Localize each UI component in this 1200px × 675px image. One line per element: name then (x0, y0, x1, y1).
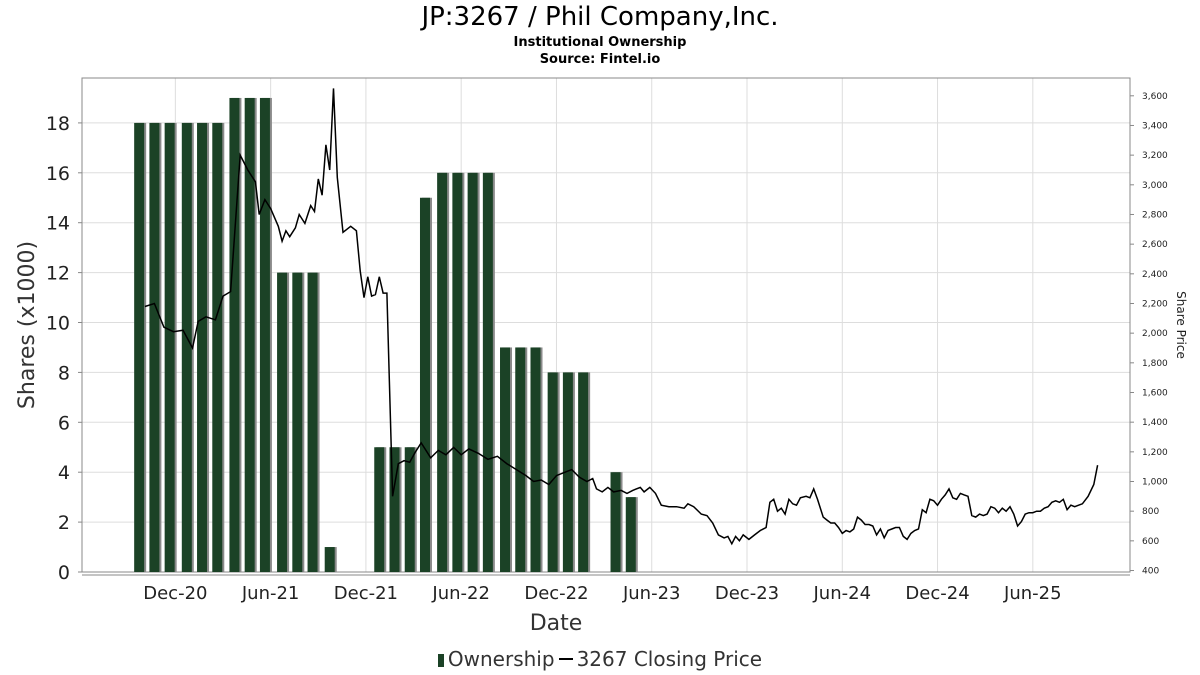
y2-tick-label: 3,200 (1142, 151, 1168, 161)
y2-tick-label: 800 (1142, 507, 1159, 517)
ownership-bar (530, 347, 541, 572)
y2-tick-label: 3,400 (1142, 121, 1168, 131)
ownership-bar (625, 497, 636, 572)
ownership-bar (197, 122, 208, 572)
x-axis-label: Date (530, 611, 583, 636)
y2-tick-label: 2,600 (1142, 240, 1168, 250)
legend-price-swatch (558, 658, 573, 660)
legend-ownership-swatch (437, 654, 444, 667)
ownership-bar (181, 122, 192, 572)
ownership-bar (374, 447, 385, 572)
x-tick-label: Jun-24 (813, 583, 872, 604)
ownership-bar (419, 197, 430, 572)
ownership-bar (437, 172, 448, 572)
ownership-bar (134, 122, 145, 572)
ownership-bar (562, 372, 573, 572)
price-line (144, 88, 1099, 546)
ownership-bar (389, 447, 400, 572)
y-tick-label: 2 (58, 512, 70, 534)
ownership-bar (277, 272, 288, 572)
ownership-bar (515, 347, 526, 572)
y2-tick-label: 2,800 (1142, 210, 1168, 220)
y-axis-label: Shares (x1000) (15, 241, 40, 409)
ownership-bar (149, 122, 160, 572)
x-tick-label: Dec-22 (524, 583, 588, 604)
y2-tick-label: 2,000 (1142, 329, 1168, 339)
x-tick-label: Dec-21 (334, 583, 398, 604)
ownership-bar (324, 547, 335, 572)
legend-price-label: 3267 Closing Price (576, 647, 763, 671)
ownership-chart: 0 2 4 6 8 10 12 14 16 18 400 600 800 1,000 1,200 1,400 1… (15, 77, 1188, 636)
ownership-bar (164, 122, 175, 572)
x-tick-label: Dec-20 (143, 583, 207, 604)
ownership-bar (259, 97, 270, 572)
chart-source: Source: Fintel.io (539, 52, 661, 67)
y-tick-label: 8 (58, 362, 70, 384)
legend-ownership-label: Ownership (447, 647, 555, 671)
chart-title: JP:3267 / Phil Company,Inc. (421, 2, 779, 32)
ownership-bar (404, 447, 415, 572)
x-tick-label: Jun-25 (1003, 583, 1062, 604)
ownership-bar (547, 372, 558, 572)
chart-subtitle: Institutional Ownership (513, 35, 687, 50)
y2-tick-label: 3,000 (1142, 181, 1168, 191)
y-tick-label: 12 (46, 263, 70, 285)
y-tick-label: 18 (46, 113, 70, 135)
x-tick-label: Dec-23 (715, 583, 779, 604)
y-tick-label: 4 (58, 462, 70, 484)
y2-tick-label: 1,800 (1142, 359, 1168, 369)
ownership-bar (610, 472, 621, 572)
ownership-bar (244, 97, 255, 572)
chart-legend: Ownership 3267 Closing Price (0, 647, 1200, 671)
ownership-bar (452, 172, 463, 572)
x-tick-label: Jun-22 (431, 583, 490, 604)
ownership-bar (307, 272, 318, 572)
x-tick-label: Dec-24 (905, 583, 969, 604)
y2-tick-label: 2,400 (1142, 270, 1168, 280)
ownership-bar (212, 122, 223, 572)
y2-axis-label: Share Price (1174, 291, 1188, 359)
y-tick-label: 14 (46, 213, 70, 235)
x-tick-label: Jun-23 (622, 583, 681, 604)
x-tick-label: Jun-21 (241, 583, 300, 604)
y-tick-label: 10 (46, 313, 70, 335)
ownership-bar (229, 97, 240, 572)
y-tick-label: 16 (46, 163, 70, 185)
y2-tick-label: 1,000 (1142, 478, 1168, 488)
ownership-bar (482, 172, 493, 572)
y2-tick-label: 400 (1142, 567, 1159, 577)
ownership-bar (292, 272, 303, 572)
y2-tick-label: 1,400 (1142, 418, 1168, 428)
ownership-bar (500, 347, 511, 572)
y-tick-label: 6 (58, 412, 70, 434)
y2-tick-label: 2,200 (1142, 299, 1168, 309)
y-tick-label: 0 (58, 562, 70, 584)
y2-tick-label: 600 (1142, 537, 1159, 547)
ownership-bar (578, 372, 589, 572)
y2-tick-label: 1,600 (1142, 388, 1168, 398)
y2-tick-label: 1,200 (1142, 448, 1168, 458)
ownership-bar (467, 172, 478, 572)
y2-tick-label: 3,600 (1142, 92, 1168, 102)
plot-frame (81, 77, 1131, 573)
